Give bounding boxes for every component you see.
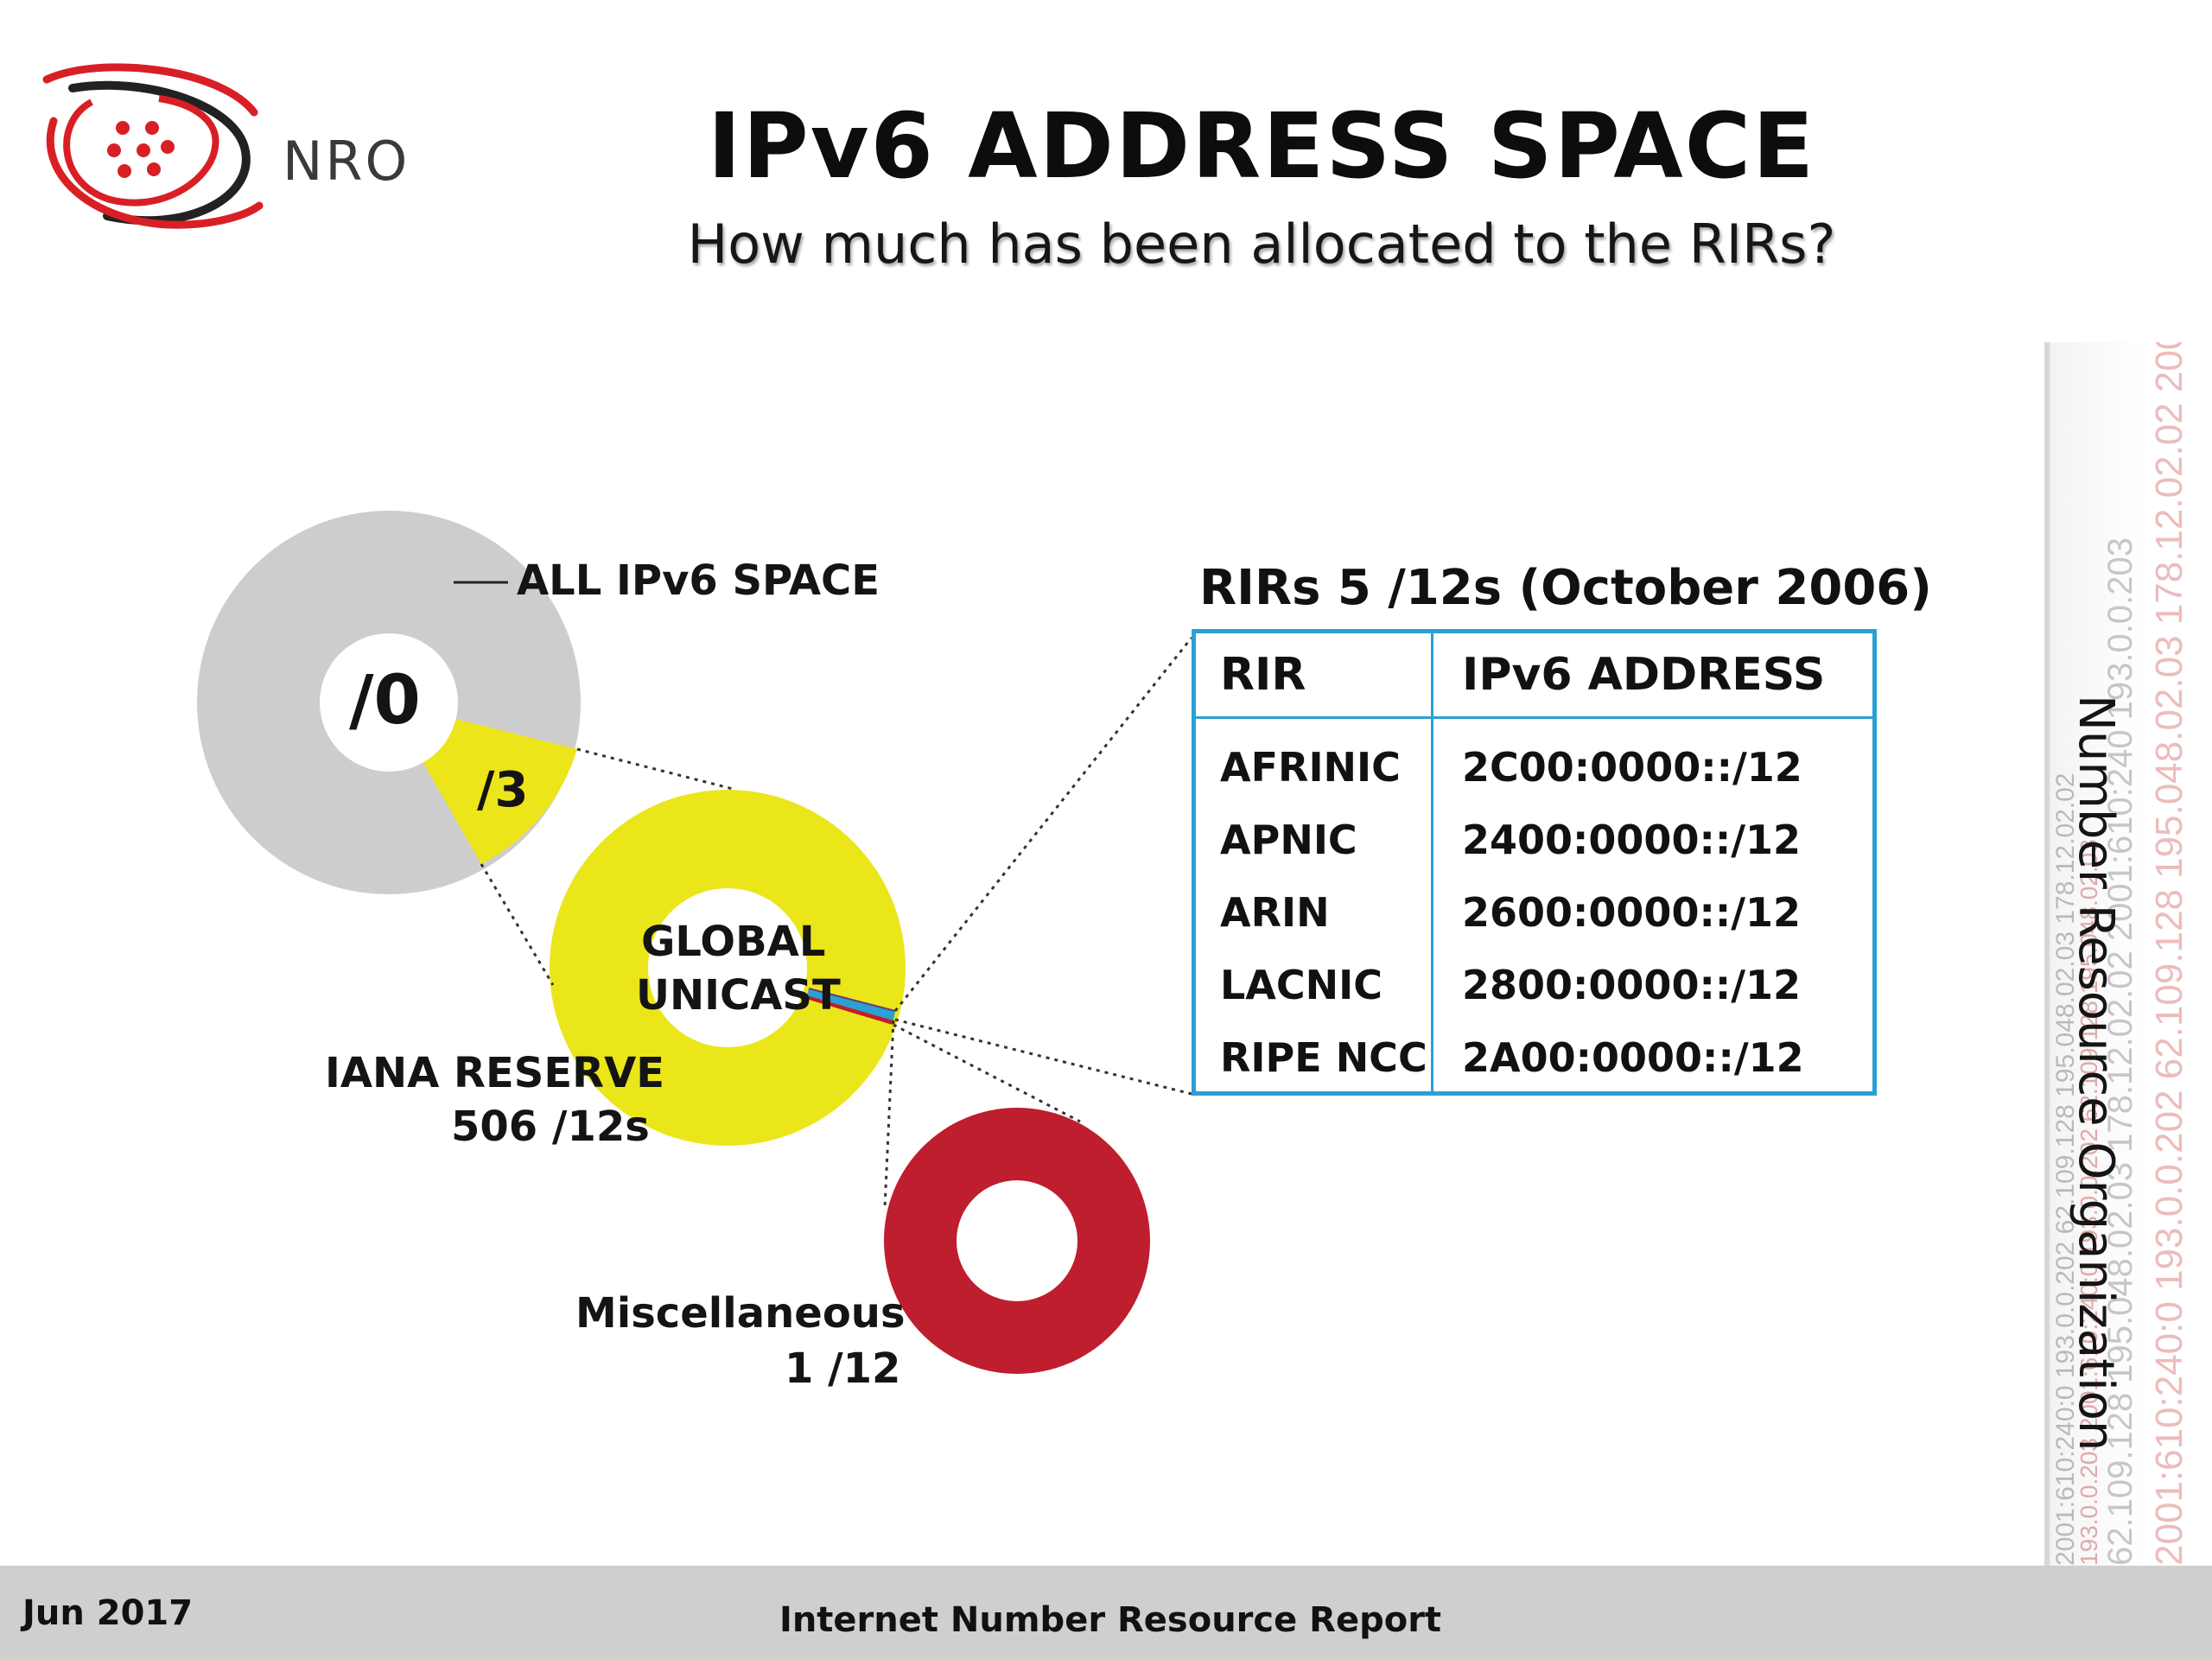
table-column-divider xyxy=(1431,633,1433,1091)
table-header-ipv6-address: IPv6 ADDRESS xyxy=(1462,649,1826,701)
global-unicast-label-line2: UNICAST xyxy=(636,971,841,1020)
organization-name-text: Number Resource Organization xyxy=(2068,695,2124,1452)
table-cell-rir: AFRINIC xyxy=(1220,744,1401,791)
rir-table-title: RIRs 5 /12s (October 2006) xyxy=(1199,560,1932,616)
table-cell-address: 2800:0000::/12 xyxy=(1462,962,1802,1008)
misc-hole xyxy=(957,1180,1077,1301)
footer-report-title: Internet Number Resource Report xyxy=(779,1600,1442,1640)
table-cell-address: 2C00:0000::/12 xyxy=(1462,744,1802,791)
nro-logo-swirl-icon xyxy=(42,63,264,229)
table-cell-rir: LACNIC xyxy=(1220,962,1383,1008)
all-ipv6-space-hole xyxy=(320,633,458,772)
dotted-connectors xyxy=(480,637,1193,1209)
table-cell-rir: APNIC xyxy=(1220,817,1357,863)
nro-logo xyxy=(38,60,271,242)
all-ipv6-space-label: ALL IPv6 SPACE xyxy=(517,556,880,605)
table-header-rir: RIR xyxy=(1220,649,1306,701)
rir-slice-edge xyxy=(808,988,896,1012)
footer-date: Jun 2017 xyxy=(22,1593,194,1633)
table-header-divider xyxy=(1196,716,1872,719)
rir-slice xyxy=(807,988,895,1020)
table-cell-address: 2400:0000::/12 xyxy=(1462,817,1802,863)
misc-label-line2: 1 /12 xyxy=(785,1344,901,1393)
footer-bar: Jun 2017 Internet Number Resource Report xyxy=(0,1566,2212,1659)
organization-name: Number Resource Organization xyxy=(2055,695,2124,1559)
side-address-text: 2001:610:240:0 193.0.0.202 62.109.128 19… xyxy=(2148,342,2190,1566)
iana-reserve-label-line2: 506 /12s xyxy=(451,1103,650,1151)
root-prefix-label: /0 xyxy=(349,662,421,740)
misc-slice xyxy=(806,995,893,1025)
logo-text: NRO xyxy=(283,130,410,193)
iana-reserve-label-line1: IANA RESERVE xyxy=(325,1049,665,1097)
side-band: 2001:610:240:0 193.0.0.202 62.109.128 19… xyxy=(2044,342,2212,1566)
table-cell-rir: RIPE NCC xyxy=(1220,1034,1427,1081)
table-cell-rir: ARIN xyxy=(1220,889,1330,936)
global-unicast-hole xyxy=(648,888,807,1047)
side-band-edge xyxy=(2044,342,2050,1566)
table-cell-address: 2A00:0000::/12 xyxy=(1462,1034,1804,1081)
global-unicast-label-line1: GLOBAL xyxy=(641,918,826,966)
page-subtitle: How much has been allocated to the RIRs? xyxy=(687,213,1836,276)
misc-label-line1: Miscellaneous xyxy=(575,1289,906,1338)
side-address-column: 2001:610:240:0 193.0.0.202 62.109.128 19… xyxy=(2148,342,2200,1566)
rir-table: RIR IPv6 ADDRESS AFRINIC 2C00:0000::/12 … xyxy=(1192,629,1877,1096)
table-cell-address: 2600:0000::/12 xyxy=(1462,889,1802,936)
slash3-label-text: /3 xyxy=(477,762,529,818)
page-title: IPv6 ADDRESS SPACE xyxy=(707,93,1816,199)
